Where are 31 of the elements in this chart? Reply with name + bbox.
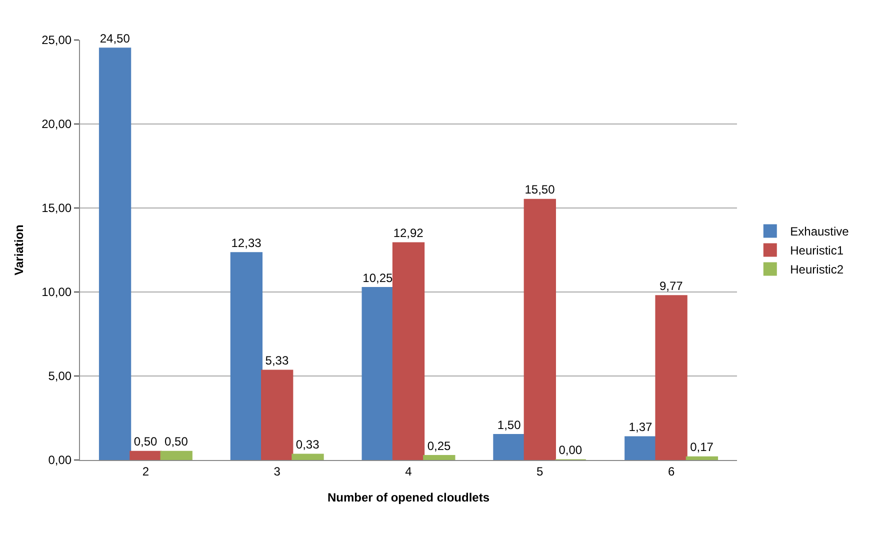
y-tick-label: 5,00 [48, 369, 72, 384]
y-tick-label: 15,00 [42, 201, 72, 216]
data-label: 12,92 [393, 226, 424, 240]
x-tick-label: 2 [142, 464, 150, 478]
x-tick-label: 5 [536, 464, 544, 478]
data-label: 24,50 [100, 31, 130, 46]
legend-label: Heuristic2 [790, 262, 844, 277]
data-label: 0,33 [296, 437, 320, 452]
legend-label: Exhaustive [790, 224, 850, 239]
data-label: 10,25 [362, 270, 394, 285]
data-label: 0,00 [558, 443, 582, 457]
data-label: 9,77 [659, 278, 684, 293]
legend-label: Heuristic1 [790, 244, 844, 258]
data-label: 0,50 [164, 434, 188, 449]
y-tick-label: 0,00 [48, 453, 72, 468]
data-label: 12,33 [231, 236, 262, 250]
data-label: 5,33 [265, 353, 289, 368]
data-label: 1,37 [628, 420, 652, 434]
x-tick-label: 3 [274, 464, 281, 478]
y-tick-label: 25,00 [42, 33, 72, 48]
y-axis-title: Variation [12, 224, 26, 276]
data-label: 0,25 [427, 438, 451, 453]
x-tick-label: 6 [668, 464, 675, 478]
x-tick-label: 4 [405, 464, 412, 478]
data-label: 0,50 [134, 434, 158, 449]
y-tick-label: 20,00 [42, 117, 72, 132]
data-label: 0,17 [690, 440, 714, 454]
y-tick-label: 10,00 [42, 285, 72, 300]
x-axis-title: Number of opened cloudlets [327, 490, 490, 504]
data-label: 1,50 [497, 418, 522, 432]
data-label: 15,50 [524, 182, 556, 197]
